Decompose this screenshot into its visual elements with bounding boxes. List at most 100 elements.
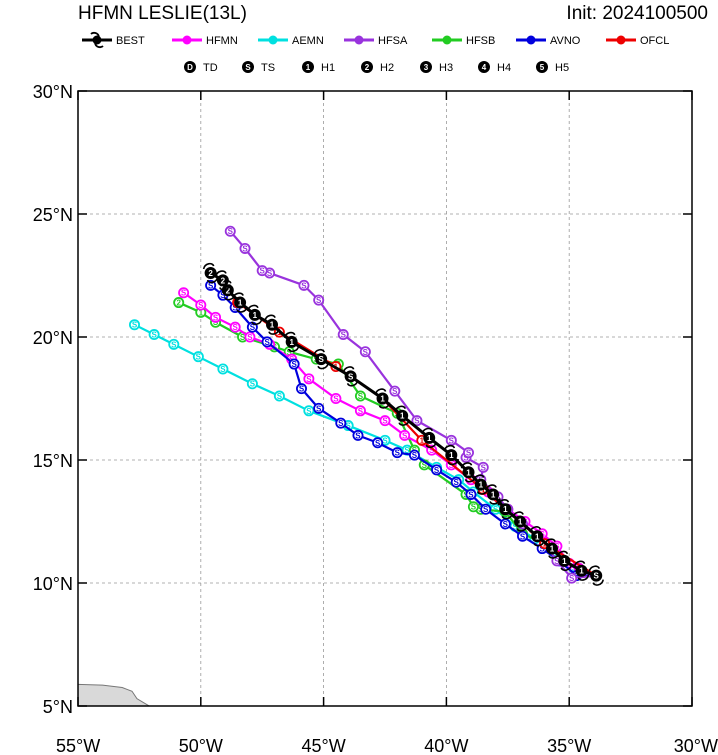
track-point-avno: S: [295, 383, 307, 395]
track-point-label: S: [233, 303, 239, 312]
track-point-label: S: [171, 340, 177, 349]
track-point-avno: S: [517, 530, 529, 542]
track-point-label: S: [574, 572, 580, 581]
track-point-hfmn: S: [330, 393, 342, 404]
track-point-ring: [354, 405, 366, 417]
intensity-label: 1: [550, 545, 555, 554]
track-point-hfmn: S: [399, 429, 411, 441]
best-track-point: 1: [573, 560, 590, 581]
intensity-label: 1: [400, 412, 405, 421]
track-point-label: S: [554, 557, 560, 566]
track-point-label: S: [333, 395, 339, 404]
track-point-aemn: S: [192, 351, 204, 363]
lon-tick-label: 40°W: [424, 736, 468, 755]
track-point-label: S: [264, 338, 270, 347]
track-point-label: S: [287, 348, 293, 357]
track-point-label: S: [341, 331, 347, 340]
intensity-label: H4: [497, 62, 511, 74]
track-point-hfmn: S: [210, 311, 222, 323]
lon-tick-label: 45°W: [301, 736, 345, 755]
track-point-label: S: [375, 439, 381, 448]
track-point-hfsa: S: [224, 225, 236, 237]
cyclone-arm: [264, 314, 280, 335]
legend-intensity-td: D TD: [184, 61, 218, 74]
plot-frame: [77, 90, 693, 707]
intensity-symbol: 2: [365, 63, 370, 72]
legend: BEST HFMN AEMN HFSA HFSB AVNO OFCL D TD S TS 1 H1 2 H2…: [82, 31, 669, 74]
track-point-hfsa: S: [313, 294, 325, 306]
track-point-ring: [431, 464, 443, 476]
intensity-label: 1: [253, 311, 258, 320]
track-point-ring: [298, 279, 310, 291]
track-point-label: S: [463, 454, 469, 463]
track-point-avno: S: [391, 447, 403, 459]
track-point-avno: S: [499, 518, 511, 530]
cyclone-arm: [544, 538, 560, 559]
track-point-hfsb: S: [467, 501, 479, 513]
track-point-hfmn: S: [244, 331, 256, 343]
track-point-label: S: [503, 520, 509, 529]
track-point-hfsa: S: [239, 242, 251, 254]
cyclone-core: [499, 503, 512, 516]
track-point-aemn: S: [217, 363, 229, 375]
track-point-label: S: [414, 417, 420, 426]
lat-tick-label: 10°N: [33, 574, 73, 594]
cyclone-core: [445, 449, 458, 462]
lon-tick-label: 30°W: [674, 736, 718, 755]
cyclone-core: [423, 431, 436, 444]
intensity-label: 2: [226, 286, 231, 295]
hurricane-icon: [90, 31, 104, 49]
cyclone-core: [266, 318, 279, 331]
cyclone-core: [344, 370, 357, 383]
track-point-ring: [465, 488, 477, 500]
track-point-label: S: [402, 431, 408, 440]
track-point-ring: [273, 390, 285, 402]
cyclone-arm: [588, 565, 605, 586]
track-point-aemn: S: [168, 338, 180, 350]
track-point-label: S: [392, 387, 398, 396]
cyclone-core: [396, 409, 409, 422]
legend-label: AVNO: [550, 35, 581, 47]
track-point-ring: [195, 299, 207, 311]
intensity-symbol: 4: [482, 63, 487, 72]
cyclone-core: [514, 515, 527, 528]
cyclone-arm: [215, 270, 231, 291]
intensity-symbol: S: [245, 63, 251, 72]
legend-label: HFSB: [466, 35, 495, 47]
track-point-ring: [173, 297, 185, 309]
track-point-hfsa: S: [256, 265, 268, 277]
intensity-icon: [184, 61, 196, 73]
track-point-label: S: [345, 422, 351, 431]
track-point-ring: [239, 242, 251, 254]
legend-item-ofcl: OFCL: [606, 35, 669, 47]
track-point-label: 1: [420, 436, 425, 445]
intensity-label: H2: [380, 62, 394, 74]
track-point-label: S: [481, 463, 487, 472]
legend-item-aemn: AEMN: [258, 35, 324, 47]
cyclone-core: [221, 284, 234, 297]
axis-ticks: 55°W 50°W 45°W 40°W 35°W 30°W 5°N 10°N 15°N 20°N 2…: [33, 82, 718, 755]
cyclone-core: [474, 478, 487, 491]
intensity-label: 1: [466, 468, 471, 477]
best-track-point: 1: [485, 484, 501, 505]
best-track-point: S: [342, 366, 359, 387]
cyclone-arm: [485, 484, 501, 505]
track-point-ring: [224, 225, 236, 237]
track-point-ring: [256, 265, 268, 277]
cyclone-core: [315, 353, 328, 366]
intensity-label: 1: [479, 481, 484, 490]
land-layer: [78, 683, 151, 706]
cyclone-core: [216, 274, 229, 287]
cyclone-arm: [283, 331, 300, 353]
lat-tick-label: 30°N: [33, 82, 73, 102]
track-point-label: S: [208, 281, 214, 290]
track-point-hfsa: S: [337, 329, 349, 341]
track-point-hfmn: S: [303, 373, 315, 385]
track-point-ring: [313, 294, 325, 306]
track-point-hfmn: S: [195, 299, 207, 311]
track-point-label: S: [213, 313, 219, 322]
cyclone-core: [248, 308, 261, 321]
intensity-symbol: 3: [424, 63, 429, 72]
